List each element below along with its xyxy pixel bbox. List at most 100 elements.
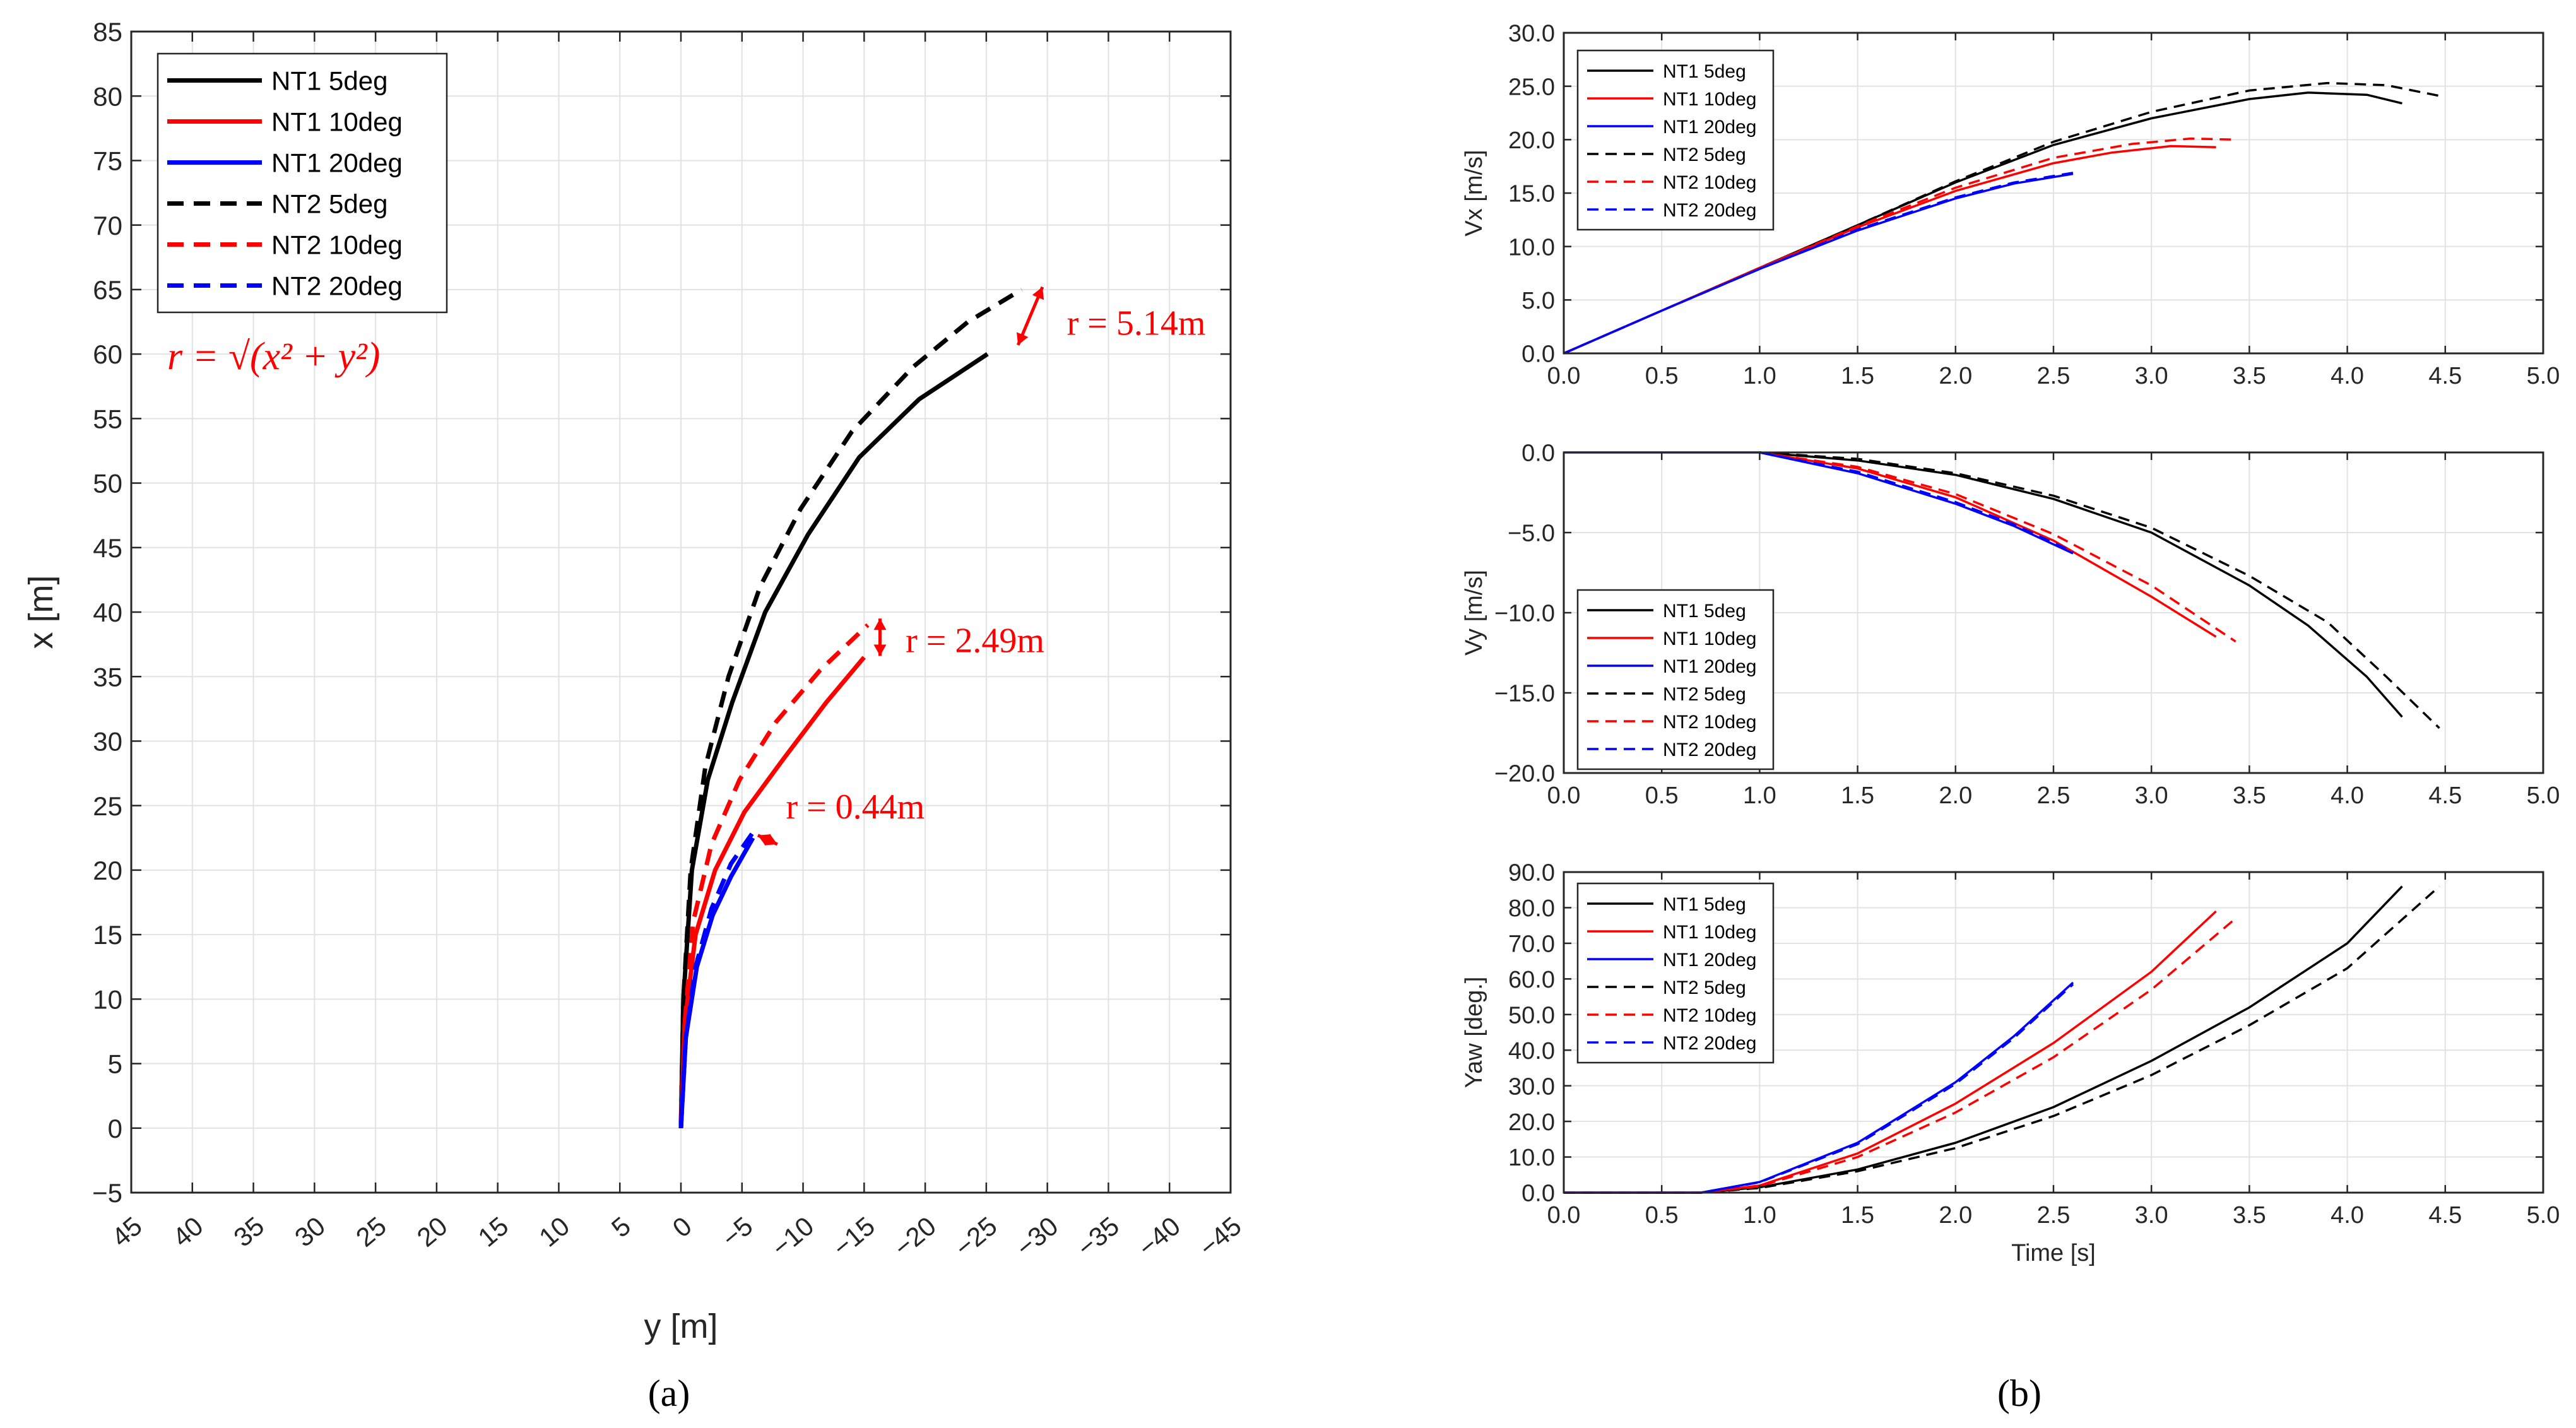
x-tick-label: 4.0 bbox=[2331, 1202, 2364, 1229]
x-tick-label: 15 bbox=[472, 1211, 514, 1253]
x-tick-label: −35 bbox=[1071, 1211, 1125, 1263]
chart-b1-vx: 0.0 0.5 1.0 1.5 2.0 2.5 3.0 3.5 4.0 4.5 5.0 0.0 5.0 1… bbox=[1461, 21, 2560, 389]
series-line-nt2-20deg bbox=[678, 827, 757, 1128]
legend-label: NT2 5deg bbox=[1663, 977, 1746, 998]
y-tick-label: 25 bbox=[93, 791, 122, 821]
series-line-nt1-10deg bbox=[1759, 451, 2217, 638]
y-axis-label: Vx [m/s] bbox=[1461, 150, 1487, 236]
y-tick-label: 90.0 bbox=[1508, 860, 1555, 887]
x-tick-label: 0 bbox=[667, 1211, 697, 1243]
x-tick-label: 1.0 bbox=[1743, 1202, 1776, 1229]
y-tick-label: 5.0 bbox=[1521, 288, 1555, 314]
y-tick-label: 15 bbox=[93, 920, 122, 950]
y-tick-label: −5 bbox=[92, 1178, 122, 1208]
x-tick-label: 3.5 bbox=[2233, 782, 2266, 809]
y-tick-label: 60.0 bbox=[1508, 967, 1555, 993]
x-tick-label: −20 bbox=[888, 1211, 942, 1263]
legend-label: NT1 20deg bbox=[1663, 656, 1756, 677]
legend-label: NT2 20deg bbox=[1663, 1033, 1756, 1054]
x-tick-label: −10 bbox=[766, 1211, 820, 1263]
legend-label: NT2 5deg bbox=[1663, 145, 1746, 165]
y-tick-label: 10.0 bbox=[1508, 1145, 1555, 1171]
y-tick-label: 5 bbox=[108, 1049, 122, 1079]
x-tick-label: 4.5 bbox=[2428, 782, 2462, 809]
series-line-nt2-5deg bbox=[678, 287, 1023, 1128]
r1-arrow-head bbox=[1032, 286, 1044, 300]
x-tick-label: 5.0 bbox=[2527, 782, 2560, 809]
y-axis-label: Yaw [deg.] bbox=[1461, 977, 1487, 1089]
y-tick-label: 40 bbox=[93, 598, 122, 627]
x-tick-label: −45 bbox=[1193, 1211, 1247, 1263]
legend-label: NT1 5deg bbox=[1663, 601, 1746, 622]
y-tick-label: 70 bbox=[93, 211, 122, 240]
legend-label: NT1 5deg bbox=[1663, 61, 1746, 82]
x-tick-label: −25 bbox=[949, 1211, 1003, 1263]
x-tick-label: 5 bbox=[606, 1211, 636, 1243]
y-tick-label: 0 bbox=[108, 1114, 122, 1143]
series-line-nt2-5deg bbox=[1563, 81, 2440, 355]
legend-box bbox=[1576, 589, 1775, 770]
x-tick-label: 3.0 bbox=[2135, 782, 2168, 809]
x-tick-label: 40 bbox=[167, 1211, 209, 1253]
y-tick-label: 0.0 bbox=[1521, 1181, 1555, 1207]
legend-label: NT2 10deg bbox=[1663, 1005, 1756, 1026]
x-tick-label: 1.0 bbox=[1743, 782, 1776, 809]
x-tick-label: −40 bbox=[1132, 1211, 1186, 1263]
x-tick-label: 20 bbox=[411, 1211, 453, 1253]
series-line-nt2-20deg bbox=[1563, 172, 2074, 355]
legend-label: NT2 20deg bbox=[1663, 200, 1756, 221]
y-tick-label: 85 bbox=[93, 17, 122, 47]
legend-label: NT2 10deg bbox=[271, 230, 403, 260]
r2-arrow-head bbox=[873, 644, 887, 656]
series-line-nt2-5deg bbox=[1759, 451, 2440, 729]
x-tick-label: 2.0 bbox=[1939, 782, 1972, 809]
r3-arrow-head bbox=[757, 834, 771, 846]
x-tick-label: −30 bbox=[1010, 1211, 1064, 1263]
legend-label: NT2 10deg bbox=[1663, 172, 1756, 193]
x-tick-label: 3.0 bbox=[2135, 1202, 2168, 1229]
x-tick-label: 35 bbox=[228, 1211, 269, 1253]
y-tick-label: 15.0 bbox=[1508, 181, 1555, 208]
legend-label: NT1 20deg bbox=[1663, 950, 1756, 971]
y-tick-label: 30.0 bbox=[1508, 21, 1555, 47]
legend-label: NT1 10deg bbox=[1663, 89, 1756, 110]
r3-annotation: r = 0.44m bbox=[786, 788, 925, 827]
y-tick-label: 35 bbox=[93, 662, 122, 692]
x-tick-label: 1.5 bbox=[1841, 363, 1874, 389]
x-tick-label: 10 bbox=[533, 1211, 575, 1253]
series-line-nt1-10deg bbox=[678, 656, 866, 1128]
x-tick-label: 45 bbox=[106, 1211, 148, 1253]
y-axis-label: x [m] bbox=[22, 575, 60, 649]
y-tick-label: 65 bbox=[93, 275, 122, 305]
legend-label: NT1 10deg bbox=[1663, 922, 1756, 943]
y-tick-label: 30.0 bbox=[1508, 1073, 1555, 1100]
y-tick-label: 0.0 bbox=[1521, 440, 1555, 467]
legend-label: NT1 20deg bbox=[1663, 117, 1756, 138]
legend-label: NT2 5deg bbox=[271, 189, 387, 219]
x-tick-label: 0.5 bbox=[1645, 1202, 1679, 1229]
r3-arrow-head bbox=[764, 834, 777, 846]
x-axis-label: Time [s] bbox=[2011, 1240, 2096, 1266]
legend-box bbox=[1576, 49, 1775, 231]
y-tick-label: 70.0 bbox=[1508, 931, 1555, 958]
y-tick-label: 45 bbox=[93, 533, 122, 563]
y-tick-label: −5.0 bbox=[1508, 521, 1555, 547]
x-tick-label: 4.0 bbox=[2331, 782, 2364, 809]
x-tick-label: 2.5 bbox=[2037, 363, 2071, 389]
y-tick-label: −15.0 bbox=[1494, 681, 1555, 707]
y-tick-label: 30 bbox=[93, 727, 122, 757]
x-tick-label: 0.0 bbox=[1547, 782, 1581, 809]
x-tick-label: 0.5 bbox=[1645, 782, 1679, 809]
legend-label: NT2 20deg bbox=[1663, 740, 1756, 760]
x-tick-label: 30 bbox=[289, 1211, 331, 1253]
y-tick-label: 50.0 bbox=[1508, 1002, 1555, 1029]
x-tick-label: 3.5 bbox=[2233, 363, 2266, 389]
y-tick-label: 80 bbox=[93, 81, 122, 111]
y-tick-label: 60 bbox=[93, 339, 122, 369]
legend-label: NT1 5deg bbox=[271, 66, 387, 96]
series-line-nt2-10deg bbox=[678, 623, 870, 1128]
series-line-nt1-20deg bbox=[1564, 451, 2074, 555]
r1-annotation: r = 5.14m bbox=[1067, 304, 1206, 343]
x-tick-label: 2.0 bbox=[1939, 363, 1972, 389]
